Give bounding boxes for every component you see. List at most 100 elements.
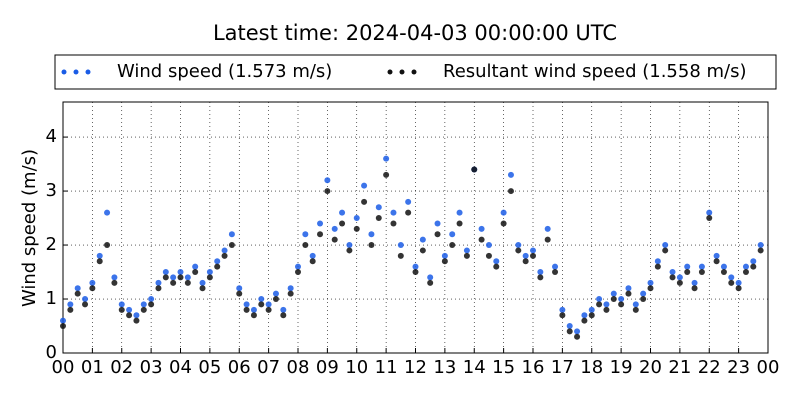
point bbox=[559, 306, 566, 313]
point bbox=[89, 279, 96, 286]
point bbox=[339, 209, 346, 216]
point bbox=[618, 296, 625, 303]
point bbox=[669, 274, 676, 281]
point bbox=[405, 198, 412, 205]
point bbox=[104, 242, 111, 249]
point bbox=[162, 269, 169, 276]
point bbox=[691, 279, 698, 286]
point bbox=[485, 242, 492, 249]
point bbox=[272, 290, 279, 297]
plot-frame bbox=[62, 101, 769, 354]
legend-marker bbox=[399, 69, 405, 75]
point bbox=[676, 274, 683, 281]
point bbox=[375, 215, 382, 222]
y-tick-label: 4 bbox=[46, 126, 57, 147]
point bbox=[243, 306, 250, 313]
point bbox=[500, 209, 507, 216]
legend-marker bbox=[73, 69, 79, 75]
point bbox=[192, 263, 199, 270]
point bbox=[126, 312, 133, 319]
point bbox=[361, 198, 368, 205]
point bbox=[82, 301, 89, 308]
point bbox=[456, 220, 463, 227]
point bbox=[148, 296, 155, 303]
point bbox=[82, 296, 89, 303]
point bbox=[111, 274, 118, 281]
point bbox=[74, 290, 81, 297]
point bbox=[522, 258, 529, 265]
point bbox=[596, 296, 603, 303]
y-tick-label: 1 bbox=[46, 288, 57, 309]
point bbox=[662, 242, 669, 249]
point bbox=[339, 220, 346, 227]
point bbox=[346, 242, 353, 249]
point bbox=[507, 171, 514, 178]
point bbox=[412, 269, 419, 276]
point bbox=[728, 274, 735, 281]
point bbox=[148, 301, 155, 308]
point bbox=[397, 252, 404, 259]
point bbox=[353, 225, 360, 232]
point bbox=[574, 333, 581, 340]
x-tick-label: 18 bbox=[580, 357, 603, 378]
point bbox=[133, 312, 140, 319]
point bbox=[647, 279, 654, 286]
point bbox=[537, 274, 544, 281]
legend-marker bbox=[411, 69, 417, 75]
point bbox=[750, 258, 757, 265]
x-tick-label: 00 bbox=[52, 357, 75, 378]
point bbox=[530, 252, 536, 259]
point bbox=[449, 242, 456, 249]
point bbox=[184, 274, 191, 281]
point bbox=[324, 177, 331, 184]
point bbox=[530, 247, 536, 254]
point bbox=[581, 317, 588, 324]
point bbox=[214, 263, 221, 270]
point bbox=[478, 236, 485, 243]
point bbox=[111, 279, 118, 286]
point bbox=[258, 296, 265, 303]
point bbox=[383, 155, 390, 162]
point bbox=[515, 242, 522, 249]
point bbox=[544, 236, 551, 243]
x-tick-label: 03 bbox=[140, 357, 163, 378]
point bbox=[317, 220, 324, 227]
point bbox=[610, 296, 617, 303]
point bbox=[728, 279, 735, 286]
point bbox=[177, 274, 184, 281]
point bbox=[96, 252, 103, 259]
point bbox=[427, 274, 434, 281]
point bbox=[368, 231, 375, 238]
point bbox=[706, 209, 713, 216]
y-tick-label: 0 bbox=[46, 342, 57, 363]
point bbox=[441, 252, 448, 259]
point bbox=[60, 317, 66, 324]
y-axis-label: Wind speed (m/s) bbox=[19, 149, 40, 307]
point bbox=[331, 225, 338, 232]
point bbox=[383, 171, 390, 178]
point bbox=[566, 328, 573, 335]
point bbox=[603, 301, 610, 308]
point bbox=[89, 285, 96, 292]
y-tick-label: 2 bbox=[46, 234, 57, 255]
point bbox=[206, 274, 213, 281]
point bbox=[287, 290, 294, 297]
point bbox=[302, 231, 309, 238]
point bbox=[177, 269, 184, 276]
point bbox=[537, 269, 544, 276]
point bbox=[713, 258, 720, 265]
point bbox=[104, 209, 111, 216]
point bbox=[250, 306, 257, 313]
point bbox=[544, 225, 551, 232]
point bbox=[324, 188, 331, 195]
point bbox=[640, 296, 647, 303]
point bbox=[118, 306, 125, 313]
point bbox=[390, 209, 397, 216]
point bbox=[691, 285, 698, 292]
legend-marker bbox=[85, 69, 91, 75]
point bbox=[581, 312, 588, 319]
point bbox=[228, 242, 235, 249]
point bbox=[375, 204, 382, 211]
point bbox=[654, 263, 661, 270]
point bbox=[735, 285, 742, 292]
